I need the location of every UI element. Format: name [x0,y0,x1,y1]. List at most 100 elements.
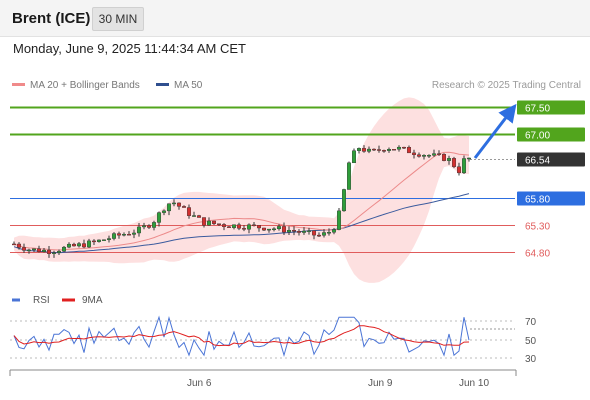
svg-text:67.50: 67.50 [525,104,550,115]
candle [186,204,191,219]
candle [191,211,196,217]
candle [332,227,337,235]
candle [66,242,71,249]
candle [357,147,362,154]
candle [382,149,387,153]
x-label-jun9: Jun 9 [368,378,393,389]
candle [387,147,392,153]
candle [141,222,146,230]
candle [91,239,96,245]
candle [221,223,226,231]
candle [292,226,297,236]
candle [412,149,417,159]
candle [317,232,322,237]
candle [236,222,241,231]
candle [156,211,161,227]
candle [57,249,62,256]
ma20-line [13,151,470,251]
candle [86,238,91,249]
candle [206,217,211,226]
candle [161,209,166,216]
candle [342,188,347,212]
candle [81,239,86,249]
candle [52,250,57,258]
candle [312,230,317,240]
candle [176,202,181,210]
candle [146,224,151,230]
level-tag-66.54: 66.54 [517,152,585,167]
candle [37,245,42,253]
candle [151,220,156,231]
rsi-tick-30: 30 [525,354,537,365]
candle [297,229,302,236]
candle [226,226,231,228]
ma50-swatch [156,82,169,86]
rsi-line [13,315,470,358]
candle [307,227,312,235]
svg-text:67.00: 67.00 [525,131,550,142]
candle [407,145,412,154]
candle [211,220,216,225]
candle [27,248,32,254]
candle [251,222,256,227]
candle [432,149,437,157]
candle [422,154,427,160]
ma50-label: MA 50 [174,80,203,91]
candle [267,228,272,233]
candle [17,242,22,250]
level-tag-65.80: 65.80 [517,191,585,206]
candle [287,226,292,236]
candle [372,148,377,152]
ma20-swatch [12,82,25,86]
candle [397,145,402,152]
candle [121,232,126,237]
candle [126,231,131,236]
level-lines [10,106,515,253]
candle [231,224,236,230]
candle [196,214,201,218]
candle [101,239,106,241]
legend-ma20: MA 20 + Bollinger Bands [12,80,140,91]
candle [427,154,432,158]
candle [452,156,457,169]
candlesticks [11,145,472,258]
candle [322,229,327,238]
candle [257,224,262,232]
level-tag-64.80: 64.80 [525,249,550,260]
svg-text:64.80: 64.80 [525,249,550,260]
candle [462,155,467,175]
candle [457,162,462,176]
candle [22,243,27,253]
datetime-label: Monday, June 9, 2025 11:44:34 AM CET [13,41,246,56]
candle [201,217,206,228]
chart-header: Brent (ICE) 30 MIN [0,0,590,37]
candle [367,146,372,154]
level-tag-67.00: 67.00 [517,127,585,142]
timeframe-button[interactable]: 30 MIN [92,7,144,31]
x-label-jun10: Jun 10 [459,378,489,389]
candle [116,231,121,239]
ma50-line [13,193,470,254]
svg-text:65.30: 65.30 [525,222,550,233]
candle [347,161,352,190]
candle [106,235,111,243]
candle [241,225,246,232]
candle [136,222,141,237]
candle [447,155,452,165]
level-tags: 67.50 67.00 66.54 65.80 65.30 64.80 [517,100,585,260]
candle [62,245,67,252]
bollinger-band-area [14,97,469,283]
ma20-label: MA 20 + Bollinger Bands [30,80,140,91]
candle [111,232,116,241]
candle [402,146,407,149]
candle [216,223,221,226]
level-tag-65.30: 65.30 [525,222,550,233]
candle [417,152,422,158]
candle [392,149,397,151]
rsi-tick-70: 70 [525,317,537,328]
rsi-ma-legend-label: 9MA [82,295,103,306]
candle [437,150,442,156]
candle [337,208,342,231]
candle [467,157,472,162]
